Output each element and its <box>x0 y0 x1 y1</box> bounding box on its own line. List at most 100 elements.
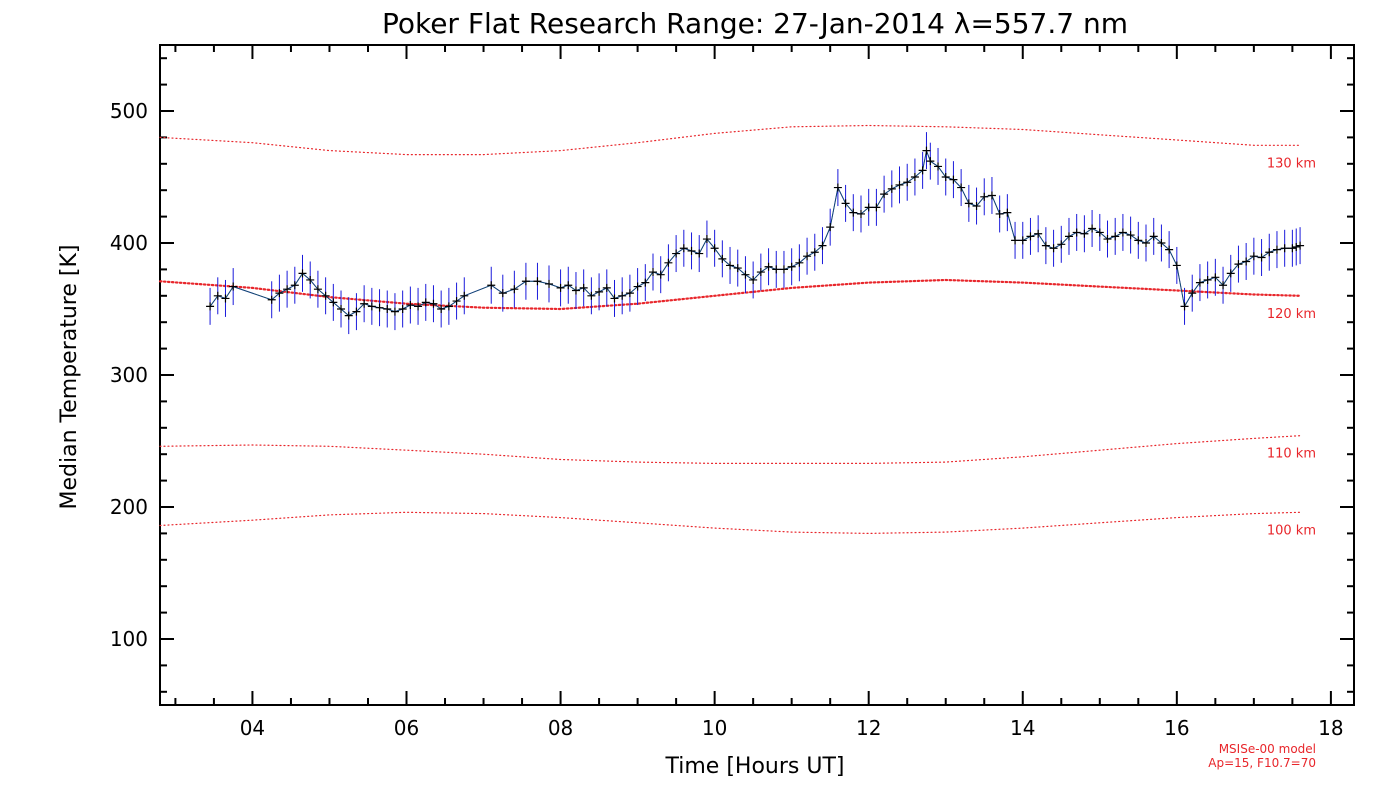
data-point <box>633 282 642 291</box>
data-point <box>313 285 322 294</box>
data-point <box>702 235 711 244</box>
data-point <box>206 302 215 311</box>
x-axis-title: Time [Hours UT] <box>665 754 845 779</box>
data-point <box>649 268 658 277</box>
data-point <box>267 295 276 304</box>
data-point <box>1257 253 1266 262</box>
model-curve-130-km <box>159 124 1301 156</box>
data-point <box>556 283 565 292</box>
data-point <box>1188 289 1197 298</box>
data-point <box>779 265 788 274</box>
data-point <box>337 305 346 313</box>
data-point <box>1165 245 1174 254</box>
data-point <box>803 252 812 261</box>
data-point <box>880 190 889 199</box>
data-point <box>810 248 819 257</box>
data-point <box>995 209 1004 218</box>
data-point <box>545 279 554 288</box>
data-point <box>910 173 919 181</box>
data-point <box>641 278 650 287</box>
data-point <box>344 311 353 320</box>
data-point <box>664 258 673 267</box>
y-tick-label: 100 <box>110 627 148 651</box>
data-point <box>321 291 330 300</box>
data-point <box>679 244 688 253</box>
data-point <box>1041 241 1050 250</box>
data-point <box>926 157 935 166</box>
data-point <box>934 162 943 171</box>
data-point <box>1149 232 1158 241</box>
data-point <box>1288 244 1297 253</box>
data-point <box>1296 241 1305 250</box>
data-point <box>964 199 973 208</box>
y-tick-label: 300 <box>110 363 148 387</box>
data-point <box>949 175 958 184</box>
data-point <box>833 183 842 192</box>
data-point <box>826 223 835 232</box>
data-point <box>1195 278 1204 287</box>
data-point <box>1126 231 1135 240</box>
data-point <box>756 268 765 277</box>
data-point <box>787 262 796 271</box>
data-point <box>213 291 222 300</box>
data-point <box>352 307 361 316</box>
y-axis-title: Median Temperature [K] <box>57 245 82 510</box>
data-point <box>687 246 696 255</box>
data-point <box>795 258 804 267</box>
data-point <box>1026 232 1035 241</box>
plot-frame <box>159 44 1355 706</box>
model-curve-110-km <box>159 435 1301 464</box>
data-point <box>922 146 931 155</box>
data-point <box>390 307 399 316</box>
data-point <box>1265 248 1274 257</box>
data-point <box>1142 239 1151 247</box>
data-point <box>733 264 742 273</box>
data-point <box>1018 236 1027 245</box>
data-point <box>941 173 950 181</box>
data-point <box>406 301 415 310</box>
data-point <box>1242 257 1251 266</box>
data-point <box>1226 269 1235 278</box>
data-point <box>564 281 573 290</box>
data-point <box>841 199 850 208</box>
data-point <box>1219 281 1228 290</box>
data-point <box>625 289 634 298</box>
data-point <box>1280 244 1289 253</box>
x-tick-label: 16 <box>1164 716 1189 740</box>
data-point <box>602 283 611 292</box>
data-point <box>571 286 580 295</box>
chart-title: Poker Flat Research Range: 27-Jan-2014 λ… <box>382 7 1128 40</box>
data-point <box>1157 239 1166 247</box>
data-point <box>864 203 873 212</box>
data-point <box>1292 242 1301 251</box>
observed-series <box>206 132 1305 335</box>
data-point <box>1103 235 1112 244</box>
x-tick-label: 14 <box>1010 716 1035 740</box>
data-point <box>1249 252 1258 261</box>
data-point <box>618 291 627 300</box>
data-point <box>444 302 453 311</box>
model-note-line-2: Ap=15, F10.7=70 <box>1208 756 1316 770</box>
model-label-110-km: 110 km <box>1267 447 1316 462</box>
data-point <box>987 191 996 200</box>
x-tick-label: 08 <box>548 716 573 740</box>
data-point <box>849 208 858 217</box>
data-point <box>772 265 781 274</box>
x-tick-label: 06 <box>394 716 419 740</box>
x-tick-label: 12 <box>856 716 881 740</box>
data-point <box>1034 229 1043 238</box>
model-curve-100-km <box>159 511 1301 535</box>
data-point <box>887 184 896 193</box>
data-point <box>818 241 827 250</box>
data-point <box>221 294 230 303</box>
data-point <box>957 183 966 192</box>
data-point <box>656 270 665 279</box>
model-label-120-km: 120 km <box>1267 307 1316 322</box>
data-point <box>1134 236 1143 245</box>
data-point <box>283 285 292 294</box>
data-point <box>1011 236 1020 245</box>
data-point <box>383 305 392 313</box>
data-point <box>521 277 530 286</box>
data-point <box>579 283 588 292</box>
